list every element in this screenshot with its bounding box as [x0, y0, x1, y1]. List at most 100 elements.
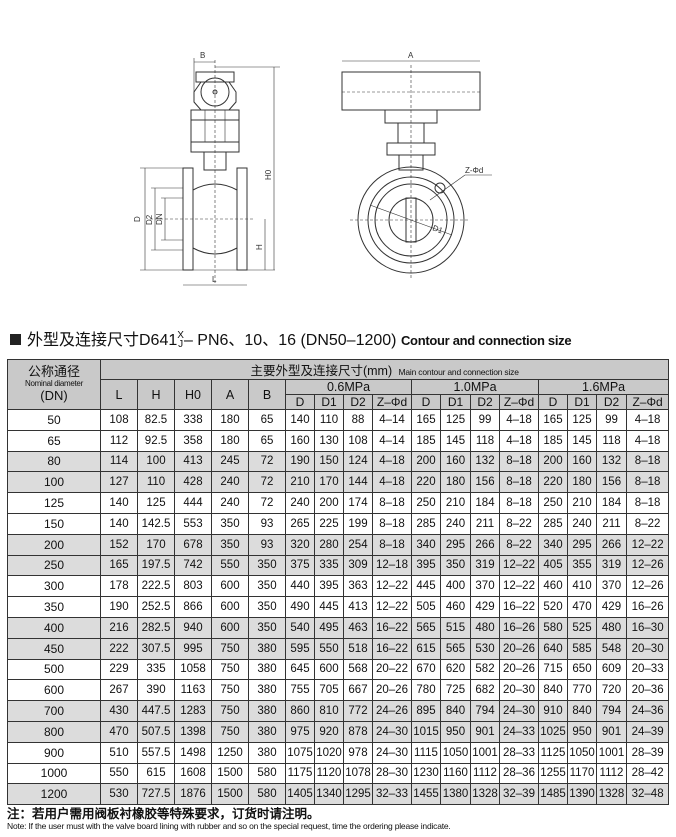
value-cell: 20–22	[372, 658, 412, 681]
value-cell: 110	[314, 409, 344, 431]
dn-cell: 300	[7, 575, 101, 598]
table-row: 200 152 170 678 350 93 320 280 254 8–18 340 295 266 8…	[7, 533, 670, 556]
value-cell: 1500	[211, 783, 249, 806]
table-row: 80 114 100 413 245 72 190 150 124 4–18 200 160 132 8–…	[7, 450, 670, 473]
dimension-table: 公称通径 Nominal diameter (DN) 主要外型及连接尺寸(mm)…	[7, 359, 670, 806]
value-cell: 20–30	[499, 679, 539, 702]
value-cell: 184	[470, 492, 500, 514]
value-cell: 190	[285, 450, 315, 473]
value-cell: 197.5	[137, 554, 175, 577]
label-DN: DN	[155, 213, 164, 225]
value-cell: 405	[538, 554, 568, 577]
sub-column-header: Z–Φd	[372, 394, 412, 410]
value-cell: 24–30	[372, 741, 412, 764]
value-cell: 24–36	[625, 700, 670, 722]
value-cell: 16–30	[625, 616, 670, 639]
value-cell: 32–39	[499, 783, 539, 806]
value-cell: 340	[538, 533, 568, 556]
value-cell: 16–26	[625, 596, 670, 618]
table-row: 500 229 335 1058 750 380 645 600 568 20–22 670 620 5…	[7, 658, 670, 681]
value-cell: 180	[211, 429, 249, 452]
value-cell: 428	[174, 471, 212, 494]
value-cell: 463	[343, 616, 373, 639]
value-cell: 216	[100, 616, 138, 639]
value-cell: 920	[314, 720, 344, 743]
value-cell: 525	[567, 616, 597, 639]
dn-cell: 125	[7, 492, 101, 514]
value-cell: 72	[248, 471, 286, 494]
value-cell: 1283	[174, 700, 212, 722]
sub-column-header: D	[285, 394, 315, 410]
value-cell: 460	[440, 596, 471, 618]
value-cell: 1255	[538, 762, 568, 785]
value-cell: 82.5	[137, 409, 175, 431]
value-cell: 370	[470, 575, 500, 598]
sub-column-header: D2	[470, 394, 500, 410]
section-title: 外型及连接尺寸D641 X J – PN6、10、16 (DN50–1200) Con…	[10, 326, 572, 350]
value-cell: 1160	[440, 762, 471, 785]
value-cell: 678	[174, 533, 212, 556]
value-cell: 1328	[470, 783, 500, 806]
value-cell: 88	[343, 409, 373, 431]
value-cell: 460	[538, 575, 568, 598]
value-cell: 910	[538, 700, 568, 722]
value-cell: 16–22	[372, 616, 412, 639]
value-cell: 609	[596, 658, 627, 681]
column-header-l: L	[100, 379, 138, 410]
dn-header: 公称通径 Nominal diameter (DN)	[7, 359, 101, 410]
value-cell: 1498	[174, 741, 212, 764]
value-cell: 600	[211, 596, 249, 618]
value-cell: 780	[411, 679, 441, 702]
value-cell: 772	[343, 700, 373, 722]
value-cell: 190	[100, 596, 138, 618]
value-cell: 1075	[285, 741, 315, 764]
value-cell: 125	[440, 409, 471, 431]
value-cell: 375	[285, 554, 315, 577]
value-cell: 1876	[174, 783, 212, 806]
value-cell: 225	[314, 512, 344, 535]
value-cell: 866	[174, 596, 212, 618]
value-cell: 595	[285, 637, 315, 660]
value-cell: 12–26	[625, 554, 670, 577]
value-cell: 266	[470, 533, 500, 556]
value-cell: 1120	[314, 762, 344, 785]
table-row: 100 127 110 428 240 72 210 170 144 4–18 220 180 156 8…	[7, 471, 670, 494]
value-cell: 8–18	[625, 492, 670, 514]
table-row: 50 108 82.5 338 180 65 140 110 88 4–14 165 125 99 4–1…	[7, 409, 670, 431]
value-cell: 160	[567, 450, 597, 473]
table-row: 125 140 125 444 240 72 240 200 174 8–18 250 210 184 8…	[7, 492, 670, 514]
value-cell: 140	[285, 409, 315, 431]
value-cell: 380	[248, 720, 286, 743]
value-cell: 1390	[567, 783, 597, 806]
value-cell: 12–22	[499, 575, 539, 598]
value-cell: 1050	[440, 741, 471, 764]
value-cell: 309	[343, 554, 373, 577]
value-cell: 200	[411, 450, 441, 473]
column-header-b: B	[248, 379, 286, 410]
table-row: 350 190 252.5 866 600 350 490 445 413 12–22 505 460…	[7, 596, 670, 618]
sub-column-header: Z–Φd	[499, 394, 539, 410]
value-cell: 515	[440, 616, 471, 639]
dn-cell: 900	[7, 741, 101, 764]
note-cn: 注：若用户需用阀板衬橡胶等特殊要求，订货时请注明。	[7, 807, 320, 821]
value-cell: 568	[343, 658, 373, 681]
value-cell: 20–30	[625, 637, 670, 660]
label-H0: H0	[264, 169, 273, 180]
value-cell: 650	[567, 658, 597, 681]
value-cell: 620	[440, 658, 471, 681]
value-cell: 72	[248, 450, 286, 473]
table-row: 400 216 282.5 940 600 350 540 495 463 16–22 565 515…	[7, 616, 670, 639]
value-cell: 1340	[314, 783, 344, 806]
value-cell: 840	[440, 700, 471, 722]
value-cell: 4–18	[499, 409, 539, 431]
value-cell: 803	[174, 575, 212, 598]
table-row: 450 222 307.5 995 750 380 595 550 518 16–22 615 565…	[7, 637, 670, 660]
sub-column-header: D	[538, 394, 568, 410]
value-cell: 211	[470, 512, 500, 535]
dn-cell: 65	[7, 429, 101, 452]
value-cell: 1295	[343, 783, 373, 806]
value-cell: 20–26	[499, 658, 539, 681]
value-cell: 750	[211, 720, 249, 743]
value-cell: 1020	[314, 741, 344, 764]
